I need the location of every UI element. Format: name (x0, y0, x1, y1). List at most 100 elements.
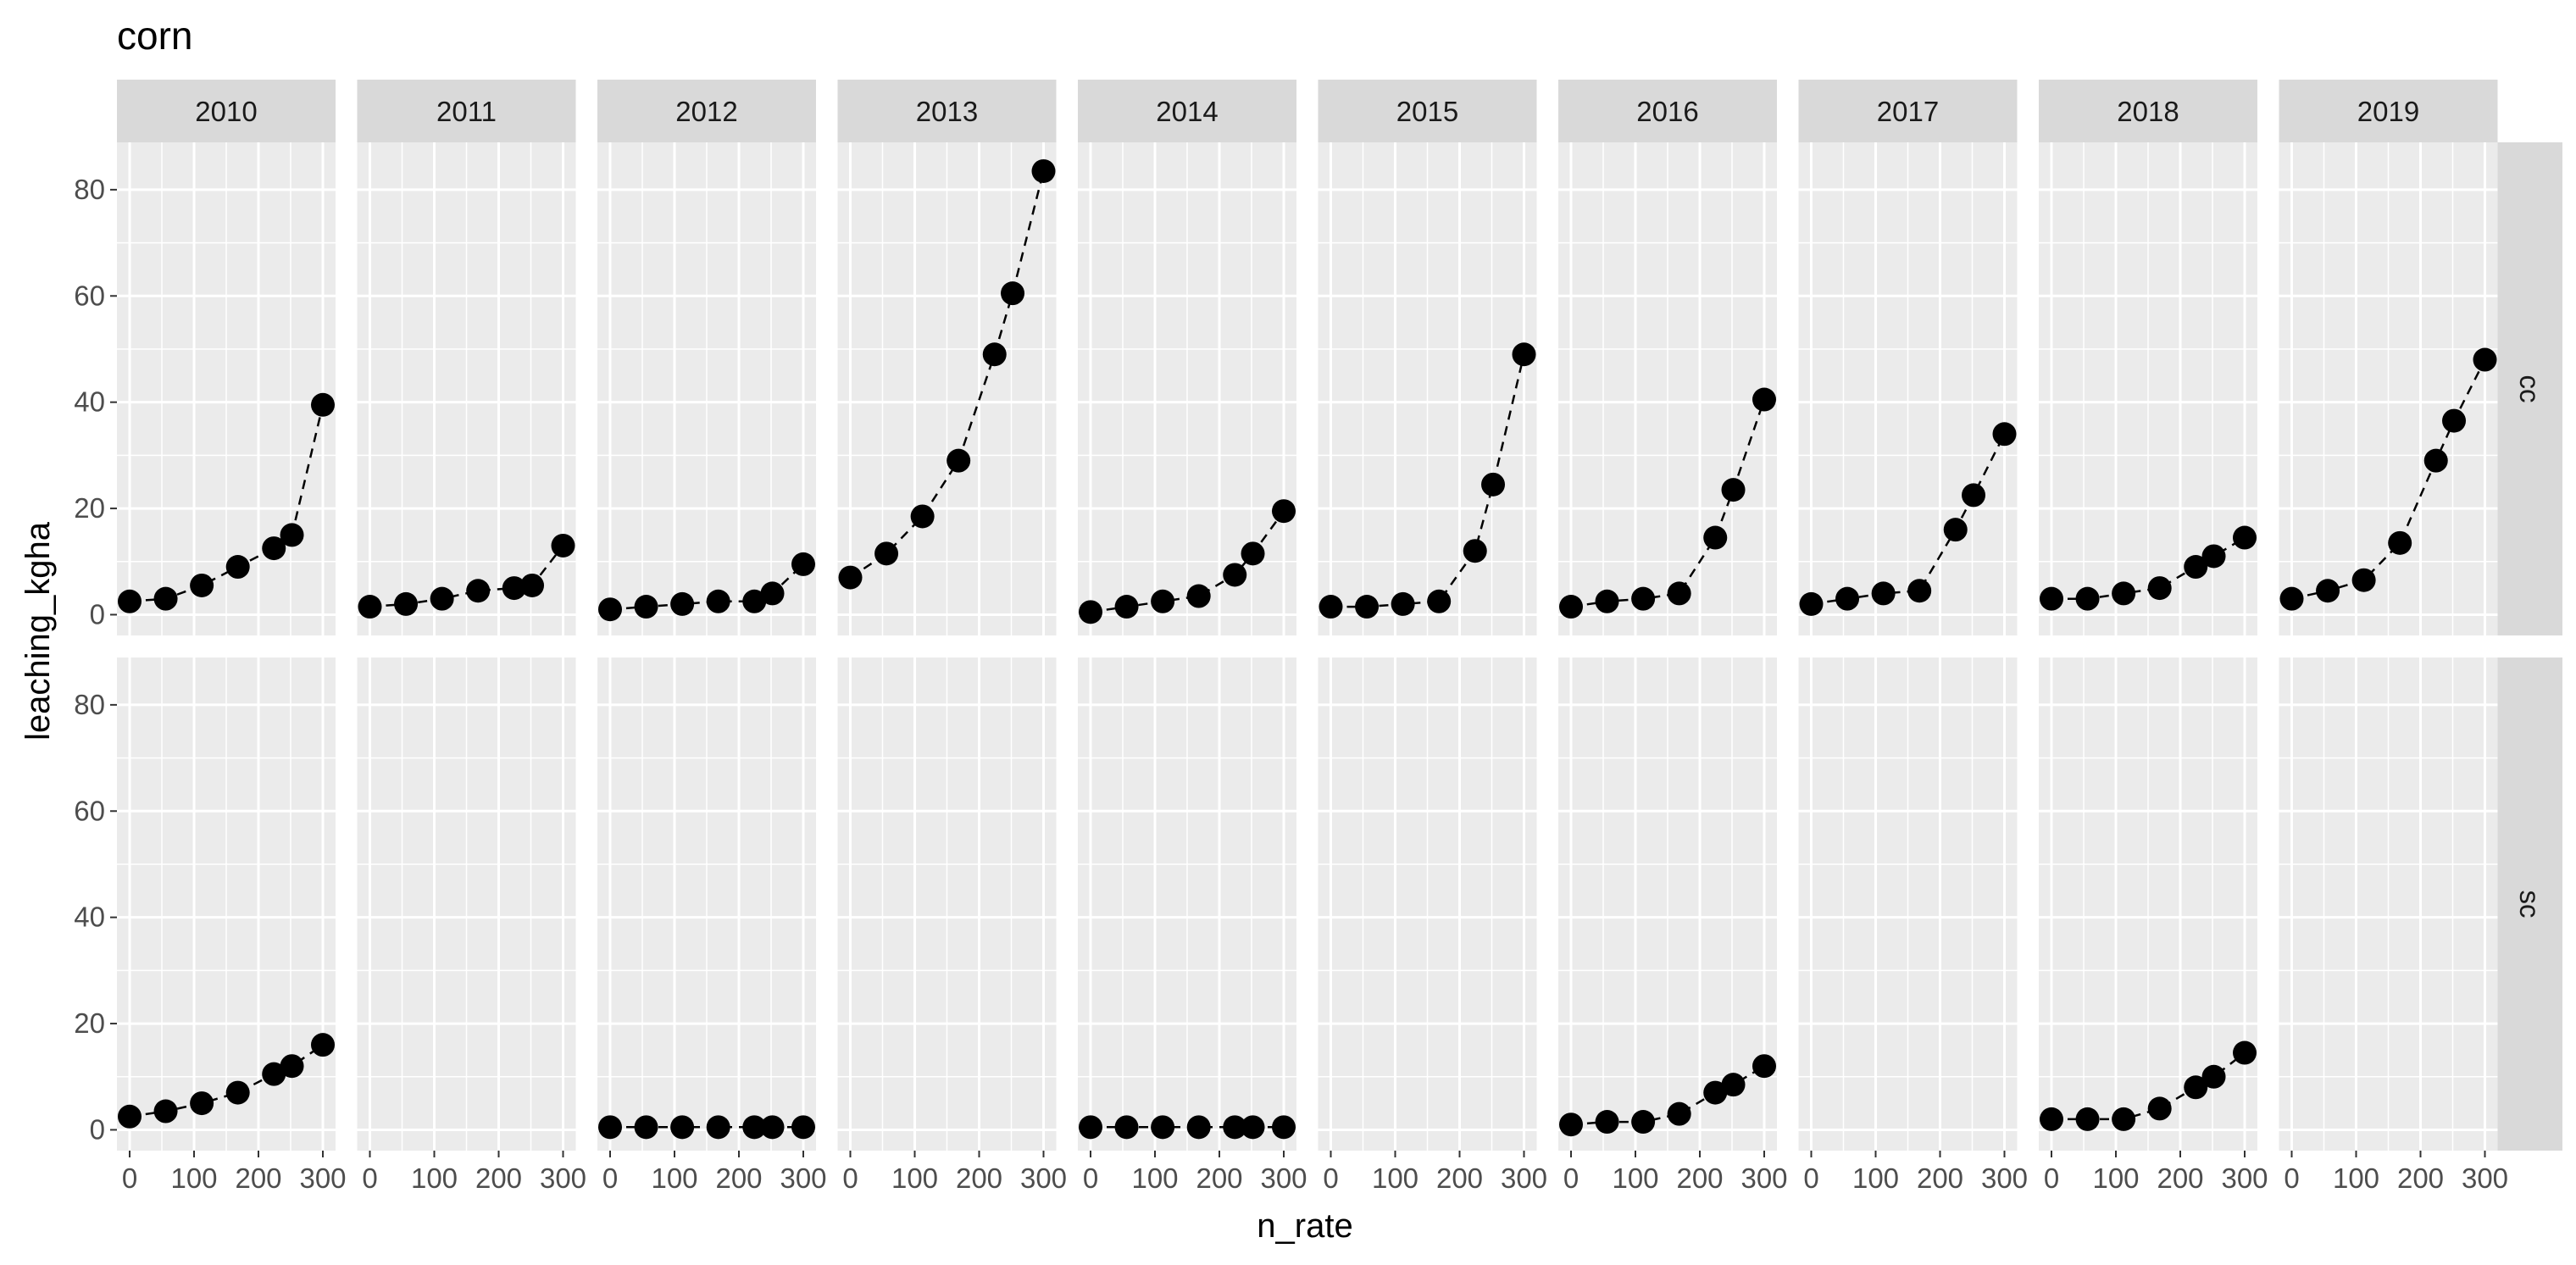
x-tick-label: 100 (170, 1162, 217, 1194)
data-point (280, 523, 304, 547)
data-point (225, 555, 250, 580)
x-tick-label: 300 (1981, 1162, 2028, 1194)
data-point (118, 1104, 142, 1129)
data-point (153, 586, 178, 611)
x-tick-label: 200 (1676, 1162, 1723, 1194)
data-point (760, 1115, 785, 1140)
x-tick-label: 200 (1196, 1162, 1242, 1194)
facet-label-2015: 2015 (1396, 96, 1458, 127)
x-tick-label: 300 (780, 1162, 826, 1194)
data-point (1151, 1115, 1175, 1140)
data-point (1631, 586, 1656, 611)
facet-label-cc: cc (2514, 375, 2545, 403)
data-point (551, 533, 575, 558)
facet-strip-2015 (1318, 80, 1537, 142)
facet-label-2010: 2010 (195, 96, 257, 127)
data-point (1512, 342, 1536, 367)
data-point (358, 595, 382, 619)
data-point (598, 1115, 622, 1140)
data-point (311, 1033, 335, 1057)
y-axis-title: leaching_kgha (19, 521, 57, 741)
data-point (1835, 586, 1860, 611)
facet-label-2013: 2013 (916, 96, 978, 127)
x-tick-label: 200 (475, 1162, 522, 1194)
x-tick-label: 300 (1740, 1162, 1787, 1194)
data-point (520, 573, 545, 597)
data-point (2040, 586, 2063, 611)
facet-strip-2016 (1558, 80, 1777, 142)
x-tick-label: 100 (2092, 1162, 2139, 1194)
x-tick-label: 200 (956, 1162, 1002, 1194)
data-point (1962, 483, 1986, 508)
facet-label-2016: 2016 (1636, 96, 1698, 127)
facet-strip-2012 (597, 80, 816, 142)
data-point (670, 1115, 695, 1140)
data-point (280, 1054, 304, 1079)
x-tick-label: 0 (362, 1162, 377, 1194)
facet-label-2018: 2018 (2117, 96, 2179, 127)
data-point (2147, 576, 2172, 601)
facet-strip-2014 (1078, 80, 1296, 142)
data-point (2388, 530, 2412, 555)
data-point (1752, 387, 1776, 412)
data-point (190, 573, 214, 597)
x-tick-label: 200 (1436, 1162, 1483, 1194)
x-tick-label: 100 (2333, 1162, 2379, 1194)
data-point (1559, 595, 1583, 619)
x-tick-label: 100 (1131, 1162, 1178, 1194)
data-point (1114, 1115, 1139, 1140)
data-point (706, 1115, 730, 1140)
data-point (1907, 579, 1932, 603)
data-point (2184, 555, 2208, 580)
x-tick-label: 200 (235, 1162, 281, 1194)
data-point (1992, 422, 2017, 447)
facet-strip-2011 (357, 80, 576, 142)
data-point (1079, 1115, 1102, 1140)
data-point (1223, 563, 1247, 587)
y-tick-label: 40 (74, 902, 105, 933)
data-point (1463, 539, 1487, 563)
data-point (1559, 1112, 1583, 1137)
data-point (1186, 584, 1211, 608)
data-point (1703, 1080, 1728, 1105)
data-point (742, 1115, 767, 1140)
data-point (2184, 1075, 2208, 1100)
x-tick-label: 0 (2284, 1162, 2299, 1194)
data-point (2112, 581, 2136, 606)
data-point (2351, 568, 2376, 592)
y-tick-label: 40 (74, 386, 105, 418)
data-point (1667, 1101, 1691, 1126)
data-point (1595, 589, 1619, 613)
facet-strip-sc (2496, 657, 2562, 1151)
data-point (2233, 525, 2257, 550)
data-point (982, 342, 1007, 367)
x-tick-label: 100 (1372, 1162, 1418, 1194)
data-point (706, 589, 730, 613)
data-point (1223, 1115, 1247, 1140)
x-tick-label: 0 (2044, 1162, 2059, 1194)
data-point (2201, 1064, 2226, 1089)
data-point (2075, 1107, 2100, 1131)
x-tick-label: 0 (1563, 1162, 1579, 1194)
data-point (791, 552, 815, 576)
x-tick-label: 300 (2462, 1162, 2508, 1194)
x-tick-label: 200 (2157, 1162, 2203, 1194)
data-point (1871, 581, 1896, 606)
data-point (2442, 408, 2467, 433)
data-point (670, 591, 695, 616)
data-point (311, 392, 335, 417)
y-tick-label: 60 (74, 280, 105, 311)
data-point (598, 597, 622, 622)
data-point (1186, 1115, 1211, 1140)
x-tick-label: 0 (1083, 1162, 1098, 1194)
data-point (2040, 1107, 2063, 1131)
data-point (947, 448, 971, 473)
facet-label-sc: sc (2514, 890, 2545, 918)
x-tick-label: 300 (2221, 1162, 2268, 1194)
data-point (838, 565, 863, 590)
chart-title: corn (117, 14, 192, 58)
y-tick-label: 60 (74, 795, 105, 826)
data-point (1272, 499, 1296, 524)
data-point (225, 1080, 250, 1105)
